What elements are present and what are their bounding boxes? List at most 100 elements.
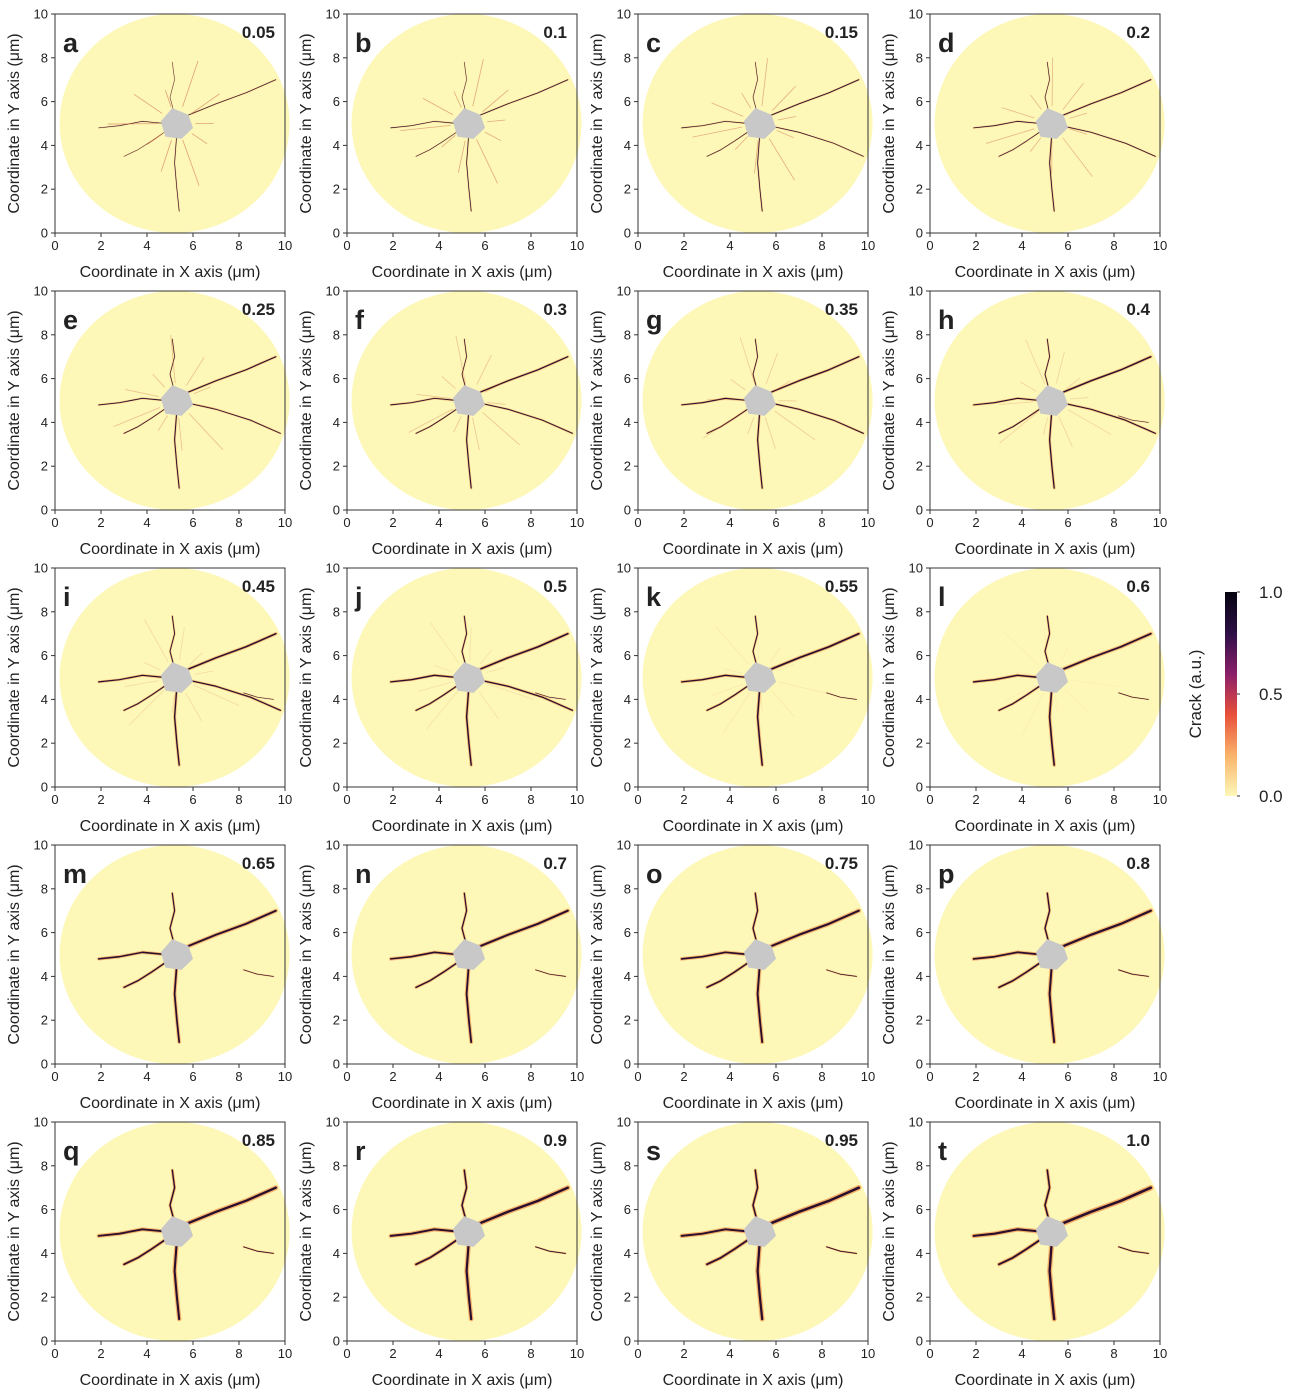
panel-annotation: 0.15 [825, 23, 858, 42]
y-tick-label: 2 [916, 182, 923, 197]
crack [1058, 79, 1152, 118]
crack-branch [710, 683, 743, 697]
y-tick-label: 8 [624, 604, 631, 619]
x-tick-label: 2 [389, 1069, 396, 1084]
crack-branch [1029, 137, 1042, 153]
crack [756, 685, 763, 766]
crack [465, 962, 473, 1043]
cracks [679, 1168, 862, 1322]
x-tick-label: 10 [1153, 238, 1167, 253]
crack-branch [467, 694, 469, 713]
crack-branch [194, 403, 213, 409]
panel-annotation: 0.55 [825, 577, 858, 596]
crack-branch [476, 139, 498, 184]
y-tick-label: 2 [41, 1013, 48, 1028]
crack-branch [408, 408, 454, 433]
crack [681, 397, 749, 406]
crack [474, 1186, 569, 1227]
x-tick-label: 2 [389, 792, 396, 807]
cracks [98, 60, 277, 212]
x-tick-label: 0 [926, 792, 933, 807]
x-axis-label: Coordinate in X axis (μm) [372, 1372, 553, 1389]
y-tick-label: 8 [624, 1158, 631, 1173]
plot-frame [54, 567, 286, 788]
y-tick-label: 10 [34, 838, 48, 853]
y-axis-label: Coordinate in Y axis (μm) [589, 310, 606, 490]
x-tick-label: 4 [435, 792, 442, 807]
crack [169, 61, 175, 115]
crack [97, 1228, 167, 1237]
plot-frame [929, 844, 1161, 1065]
y-axis-label: Coordinate in Y axis (μm) [6, 587, 23, 767]
crack [973, 120, 1041, 129]
x-tick-label: 4 [435, 1346, 442, 1361]
panel: 0 2 4 6 8 10 0 2 4 6 8 10 Coordinate in X axis (μm) C… [881, 561, 1167, 836]
crack [752, 61, 758, 116]
y-tick-label: 2 [916, 736, 923, 751]
crack [706, 683, 752, 711]
x-tick-label: 8 [527, 1346, 534, 1361]
crack [681, 674, 750, 683]
crack-branch [1058, 416, 1073, 448]
y-tick-label: 10 [617, 1115, 631, 1130]
x-tick-label: 0 [634, 238, 641, 253]
pore [452, 108, 485, 139]
x-tick-label: 8 [818, 792, 825, 807]
y-tick-label: 10 [909, 7, 923, 22]
y-tick-label: 4 [624, 969, 631, 984]
x-axis-label: Coordinate in X axis (μm) [80, 541, 261, 558]
crack-branch [692, 126, 742, 138]
cracks [971, 1168, 1154, 1322]
y-tick-label: 8 [916, 1158, 923, 1173]
x-tick-label: 2 [97, 792, 104, 807]
crack [173, 1239, 181, 1321]
plot-frame [346, 567, 578, 788]
x-tick-label: 2 [389, 238, 396, 253]
cracks [972, 338, 1157, 490]
y-tick-label: 4 [333, 692, 340, 707]
y-axis-label: Coordinate in Y axis (μm) [298, 587, 315, 767]
x-tick-label: 10 [570, 515, 584, 530]
x-tick-label: 6 [481, 1069, 488, 1084]
x-tick-label: 2 [389, 1346, 396, 1361]
y-tick-label: 4 [916, 1246, 923, 1261]
crack-branch [1015, 671, 1034, 676]
y-tick-label: 0 [624, 780, 631, 795]
panel-letter: m [63, 859, 87, 889]
y-tick-label: 2 [624, 736, 631, 751]
y-axis-label: Coordinate in Y axis (μm) [6, 310, 23, 490]
x-tick-label: 0 [926, 515, 933, 530]
crack [998, 406, 1044, 434]
x-tick-label: 0 [634, 1069, 641, 1084]
y-tick-label: 8 [624, 327, 631, 342]
crack-branch [1043, 627, 1050, 661]
panel-annotation: 0.5 [543, 577, 567, 596]
y-tick-label: 8 [41, 881, 48, 896]
crack [465, 1239, 473, 1321]
y-tick-label: 0 [916, 226, 923, 241]
crack-branch [722, 692, 751, 734]
panel: 0 2 4 6 8 10 0 2 4 6 8 10 Coordinate in X axis (μm) C… [589, 284, 875, 559]
x-tick-label: 10 [570, 1069, 584, 1084]
panel-letter: s [646, 1136, 661, 1166]
crack [680, 951, 750, 960]
y-tick-label: 4 [41, 692, 48, 707]
x-tick-label: 2 [972, 1069, 979, 1084]
cracks [679, 891, 862, 1045]
y-tick-label: 6 [916, 648, 923, 663]
x-tick-label: 10 [570, 792, 584, 807]
crack-branch [1043, 417, 1049, 435]
x-tick-label: 0 [51, 515, 58, 530]
y-tick-label: 6 [624, 94, 631, 109]
panel-annotation: 0.7 [543, 854, 567, 873]
crack-branch [764, 417, 776, 449]
cracks [389, 335, 574, 490]
crack [123, 960, 169, 989]
crack [535, 692, 566, 700]
crack [389, 951, 459, 960]
crack-branch [756, 627, 760, 661]
x-tick-label: 8 [527, 792, 534, 807]
plot-frame [637, 13, 869, 234]
crack-branch [133, 93, 163, 114]
crack [1048, 685, 1056, 766]
